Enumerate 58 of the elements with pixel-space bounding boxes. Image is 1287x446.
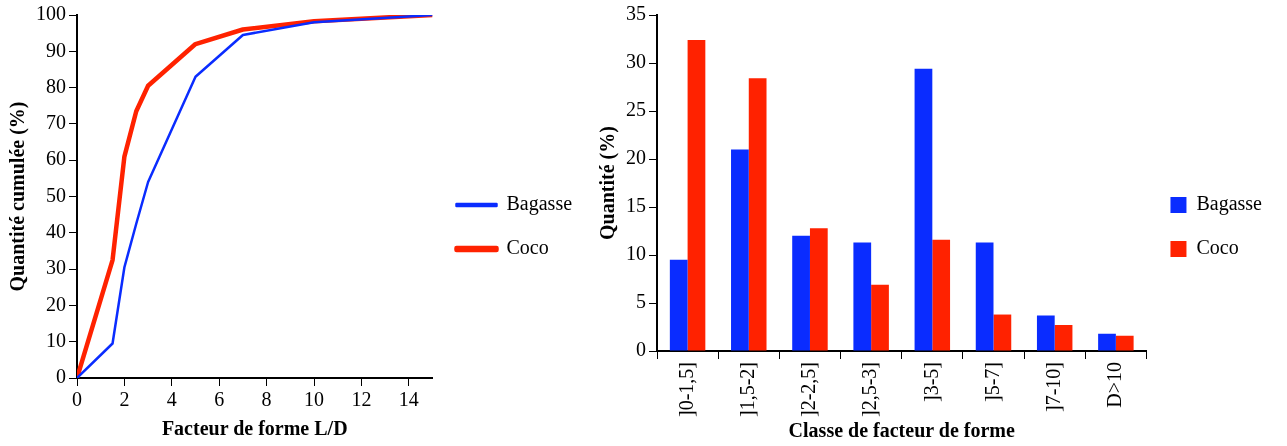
x-tick-label: 12 <box>351 388 372 411</box>
y-tick-label: 10 <box>626 242 646 265</box>
bar <box>871 284 889 351</box>
x-axis-title: Facteur de forme L/D <box>161 417 348 440</box>
y-tick-label: 80 <box>46 74 66 97</box>
legend-label: Bagasse <box>506 192 573 216</box>
bar <box>792 235 810 351</box>
x-tick-label: 6 <box>214 388 225 411</box>
x-tick-label: ]0-1,5] <box>674 362 697 417</box>
x-tick-label: 4 <box>166 388 177 411</box>
y-tick-label: 40 <box>46 220 66 243</box>
y-tick-label: 60 <box>46 147 66 170</box>
y-tick-label: 5 <box>636 290 646 313</box>
x-tick-label: ]5-7] <box>980 362 1003 402</box>
bar <box>748 78 767 351</box>
x-tick-label: ]7-10] <box>1041 362 1064 412</box>
x-tick-label: ]2-2,5] <box>797 362 820 417</box>
bar <box>1036 315 1055 351</box>
x-tick-label: 0 <box>72 388 82 411</box>
y-tick-label: 10 <box>46 328 66 351</box>
x-tick-label: 2 <box>119 388 130 411</box>
bar <box>1054 325 1073 351</box>
bar <box>687 39 706 351</box>
bar <box>809 228 828 351</box>
x-tick-label: 10 <box>304 388 324 411</box>
legend-label: Coco <box>1196 236 1239 259</box>
x-tick-label: ]2,5-3] <box>858 362 881 417</box>
y-tick-label: 0 <box>636 338 646 361</box>
bar <box>731 149 749 351</box>
y-tick-label: 90 <box>46 38 66 61</box>
bar <box>932 239 951 351</box>
y-tick-label: 20 <box>46 292 66 315</box>
y-tick-label: 70 <box>46 111 66 134</box>
y-tick-label: 20 <box>626 146 646 169</box>
y-tick-label: 30 <box>46 256 66 279</box>
bar <box>853 242 872 351</box>
x-axis-title: Classe de facteur de forme <box>788 419 1015 442</box>
y-tick-label: 25 <box>626 98 646 121</box>
legend-label: Coco <box>506 236 549 259</box>
bar <box>914 68 933 351</box>
y-tick-label: 100 <box>36 2 66 25</box>
x-tick-label: D>10 <box>1103 362 1126 408</box>
y-axis-title: Quantité cumulée (%) <box>6 101 30 292</box>
y-tick-label: 15 <box>626 194 646 217</box>
bar <box>975 242 994 351</box>
y-axis-title: Quantité (%) <box>596 126 620 240</box>
bar <box>993 314 1012 351</box>
bar <box>1115 335 1134 351</box>
y-tick-label: 50 <box>46 183 66 206</box>
x-tick-label: 14 <box>398 388 419 411</box>
legend-label: Bagasse <box>1196 192 1263 216</box>
y-tick-label: 35 <box>626 2 646 25</box>
x-tick-label: ]1,5-2] <box>736 362 759 417</box>
x-tick-label: 8 <box>261 388 272 411</box>
y-tick-label: 30 <box>626 50 646 73</box>
x-tick-label: ]3-5] <box>919 362 942 402</box>
bar <box>1098 333 1116 351</box>
bar <box>669 259 688 351</box>
